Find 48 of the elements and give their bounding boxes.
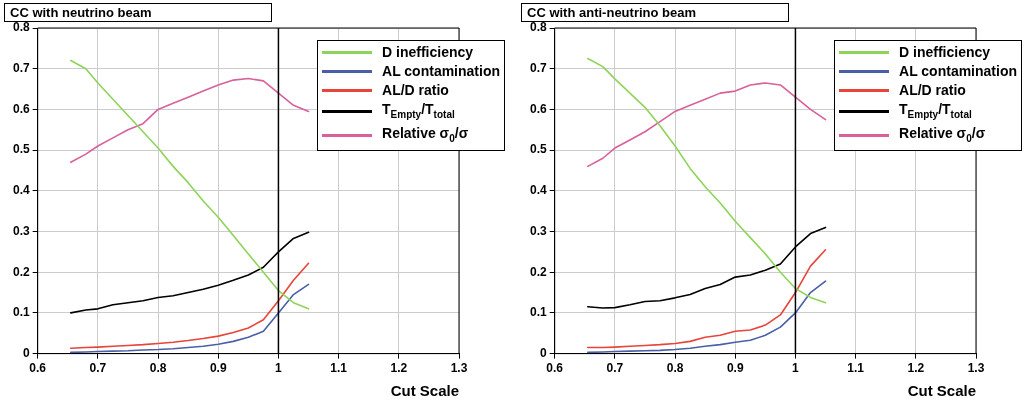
y-tick-label: 0.8 — [12, 20, 30, 35]
chart-title: CC with neutrino beam — [4, 3, 272, 22]
legend-label: AL/D ratio — [382, 81, 449, 100]
x-tick-label: 0.8 — [149, 361, 167, 376]
y-tick-label: 0.5 — [12, 142, 30, 157]
y-tick-label: 0.2 — [529, 264, 547, 279]
y-tick-label: 0.1 — [529, 305, 547, 320]
y-tick-label: 0.4 — [12, 183, 30, 198]
y-tick-label: 0.2 — [12, 264, 30, 279]
x-tick-label: 0.6 — [29, 361, 47, 376]
y-tick-label: 0 — [22, 345, 30, 360]
x-tick-label: 0.9 — [726, 361, 744, 376]
x-tick-label: 0.6 — [546, 361, 564, 376]
x-tick-label: 0.7 — [89, 361, 107, 376]
y-tick-label: 0.8 — [529, 20, 547, 35]
x-tick-label: 1.2 — [907, 361, 925, 376]
chart-title: CC with anti-neutrino beam — [521, 3, 789, 22]
x-axis-title: Cut Scale — [907, 382, 976, 400]
x-tick-label: 1.3 — [967, 361, 985, 376]
x-tick-label: 0.8 — [666, 361, 684, 376]
legend-label: AL contamination — [382, 62, 500, 81]
legend-label: AL/D ratio — [899, 81, 966, 100]
y-tick-label: 0.6 — [12, 101, 30, 116]
legend-label: Relative σ$_{0}$/σ — [899, 123, 986, 146]
x-tick-label: 1.1 — [330, 361, 348, 376]
y-tick-label: 0.3 — [12, 223, 30, 238]
x-tick-label: 1.1 — [847, 361, 865, 376]
x-tick-label: 0.9 — [209, 361, 227, 376]
legend-label: D inefficiency — [899, 43, 991, 62]
x-tick-label: 1 — [792, 361, 800, 376]
legend-label: T$_{Empty}$/T$_{total}$ — [382, 100, 455, 122]
y-tick-label: 0.5 — [529, 142, 547, 157]
legend-label: AL contamination — [899, 62, 1017, 81]
y-tick-label: 0.7 — [12, 61, 30, 76]
y-tick-label: 0.7 — [529, 61, 547, 76]
x-axis-title: Cut Scale — [390, 382, 459, 400]
x-tick-label: 1.3 — [450, 361, 468, 376]
y-tick-label: 0.4 — [529, 183, 547, 198]
x-tick-label: 1 — [275, 361, 283, 376]
y-tick-label: 0.1 — [12, 305, 30, 320]
y-tick-label: 0 — [539, 345, 547, 360]
x-tick-label: 0.7 — [606, 361, 624, 376]
y-tick-label: 0.6 — [529, 101, 547, 116]
legend-label: T$_{Empty}$/T$_{total}$ — [899, 100, 972, 122]
legend-label: D inefficiency — [382, 43, 474, 62]
x-tick-label: 1.2 — [390, 361, 408, 376]
legend-label: Relative σ$_{0}$/σ — [382, 123, 469, 146]
y-tick-label: 0.3 — [529, 223, 547, 238]
